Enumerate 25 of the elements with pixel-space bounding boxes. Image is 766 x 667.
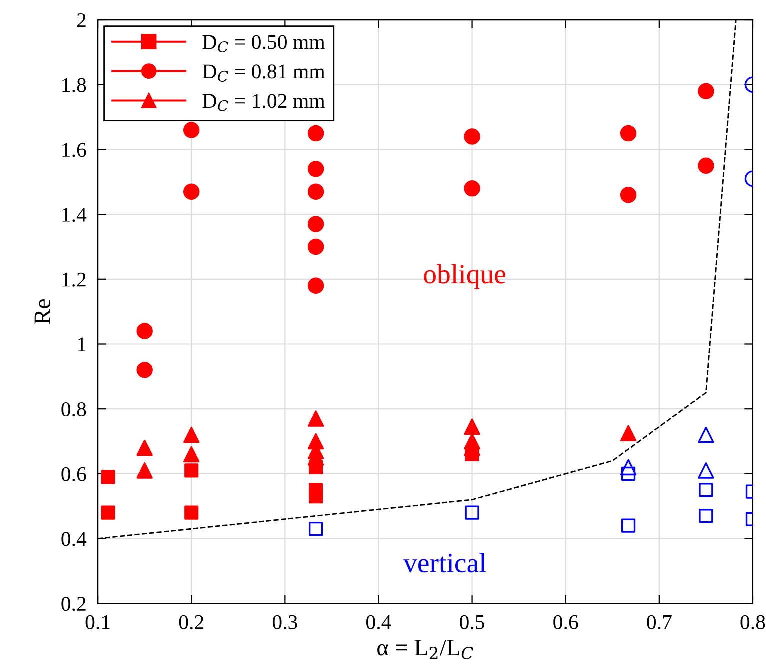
x-tick-label: 0.3	[272, 615, 298, 630]
x-tick-label: 0.7	[647, 615, 672, 630]
annotation: vertical	[404, 553, 486, 573]
x-tick-label: 0.4	[366, 615, 392, 630]
x-tick-label: 0.5	[460, 615, 484, 630]
y-tick-label: 1.8	[62, 78, 86, 92]
x-tick-label: 0.8	[740, 615, 766, 630]
legend-label: D$_{C}$ = 0.81 mm	[202, 64, 326, 82]
y-tick-label: 0.4	[62, 532, 87, 546]
annotation: oblique	[424, 264, 506, 290]
y-axis-title: Re	[34, 300, 51, 324]
y-tick-label: 2	[77, 13, 86, 28]
y-tick-label: 1.6	[62, 143, 86, 158]
y-tick-label: 0.6	[62, 467, 86, 482]
y-tick-label: 0.8	[62, 402, 86, 417]
legend-label: D$_{C}$ = 1.02 mm	[202, 94, 326, 112]
y-tick-label: 1.4	[62, 208, 87, 222]
x-tick-label: 0.6	[554, 615, 578, 630]
y-tick-label: 1.2	[62, 272, 86, 287]
x-axis-title: α = L$_{2}$/L$_{C}$	[378, 640, 474, 660]
x-tick-label: 0.2	[179, 615, 204, 630]
y-tick-label: 1	[78, 338, 86, 352]
x-tick-label: 0.1	[86, 615, 110, 630]
y-tick-label: 0.2	[62, 597, 86, 612]
legend-label: D$_{C}$ = 0.50 mm	[202, 35, 326, 53]
